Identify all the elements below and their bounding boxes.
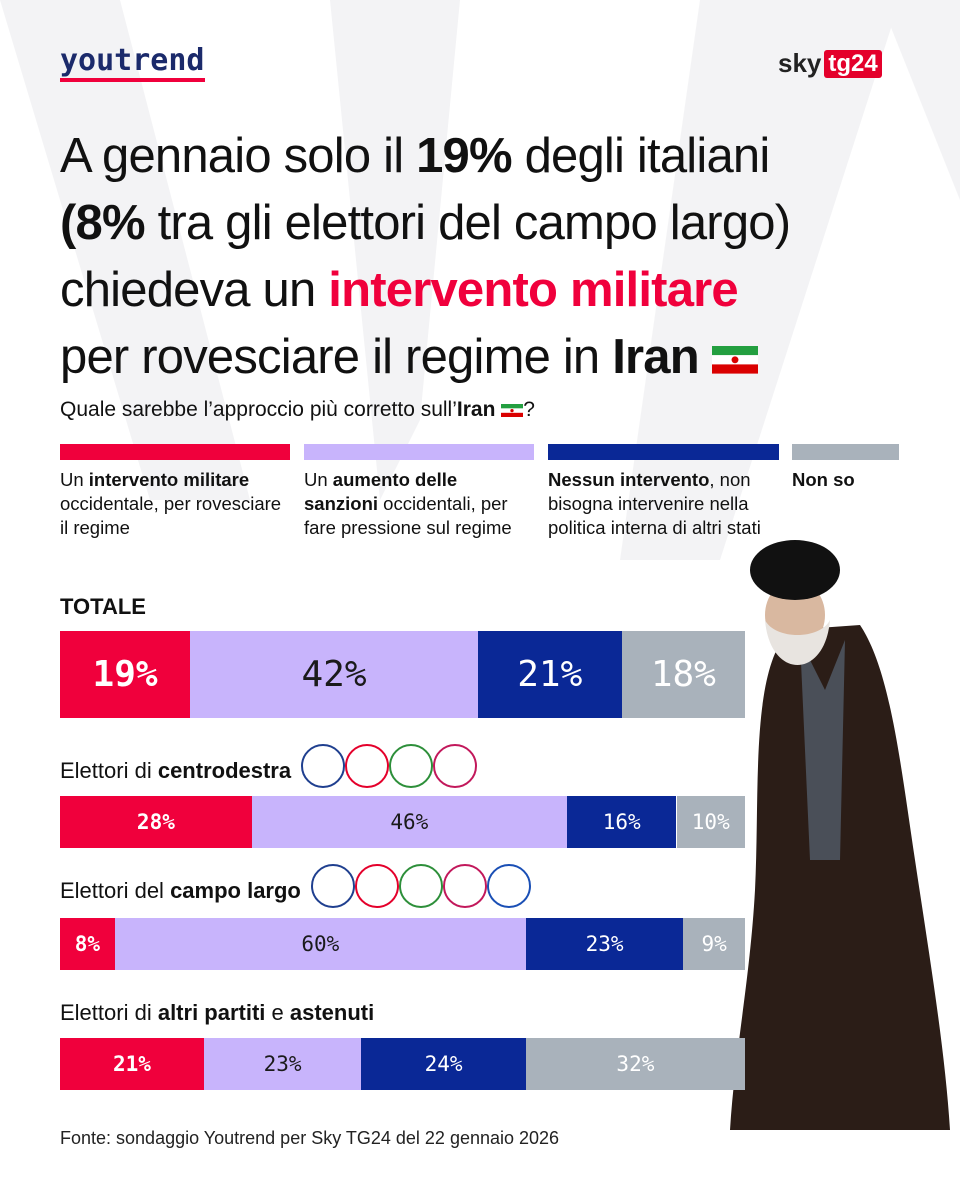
legend-swatch (792, 444, 899, 460)
value-label: 23% (585, 932, 624, 956)
bar-segment: 42% (190, 631, 478, 718)
category-label: Elettori di altri partiti e astenuti (60, 1000, 375, 1025)
subtitle-text: Quale sarebbe l’approccio più corretto s… (60, 398, 496, 421)
party-logo (301, 744, 345, 788)
bar-segment: 24% (361, 1038, 526, 1090)
bar-segment: 19% (60, 631, 191, 718)
legend-swatch (60, 444, 290, 460)
partner-sky: sky (778, 48, 822, 78)
party-logo (345, 744, 389, 788)
bar-segment: 10% (676, 796, 745, 848)
value-label: 23% (263, 1052, 302, 1076)
person-illustration (730, 540, 950, 1130)
bar-segment: 23% (525, 918, 684, 970)
bar-segment: 23% (203, 1038, 362, 1090)
value-label: 28% (136, 810, 175, 834)
value-label: 18% (650, 654, 716, 695)
value-label: 8% (74, 932, 101, 956)
brand-logo: youtrend (60, 44, 205, 82)
value-label: 19% (92, 654, 158, 695)
bar-segment: 46% (251, 796, 567, 848)
value-label: 10% (691, 810, 730, 834)
value-label: 32% (616, 1052, 655, 1076)
value-label: 16% (602, 810, 641, 834)
category-label: TOTALE (60, 594, 146, 619)
legend-swatch (304, 444, 534, 460)
title-line: A gennaio solo il 19% degli italiani (60, 129, 770, 183)
partner-tg24: tg24 (824, 49, 882, 78)
legend-label: Non so (792, 469, 855, 490)
category-label: Elettori di centrodestra (60, 758, 292, 783)
bar-segment: 21% (477, 631, 622, 718)
party-logo (389, 744, 433, 788)
value-label: 21% (517, 654, 583, 695)
bar-segment: 32% (525, 1038, 745, 1090)
flag-icon (711, 346, 758, 374)
legend-label: Un aumento delle sanzioni occidentali, p… (304, 469, 512, 538)
party-logo (311, 864, 355, 908)
category-label: Elettori del campo largo (60, 878, 301, 903)
party-logo (487, 864, 531, 908)
bar-segment: 21% (60, 1038, 204, 1090)
value-label: 24% (424, 1052, 463, 1076)
title-line: per rovesciare il regime in Iran (60, 327, 758, 387)
value-label: 60% (301, 932, 340, 956)
party-logo (399, 864, 443, 908)
bar-segment: 28% (60, 796, 252, 848)
bar-segment: 8% (60, 918, 115, 970)
subtitle-text: ? (523, 398, 535, 421)
value-label: 9% (701, 932, 727, 956)
legend-swatch (548, 444, 779, 460)
bar-segment: 18% (621, 631, 745, 718)
title-line: (8% tra gli elettori del campo largo) (60, 196, 791, 250)
bar-segment: 9% (683, 918, 745, 970)
source: Fonte: sondaggio Youtrend per Sky TG24 d… (60, 1128, 560, 1148)
value-label: 21% (112, 1052, 151, 1076)
legend-label: Un intervento militare occidentale, per … (60, 469, 282, 538)
legend-label: Nessun intervento, non bisogna interveni… (548, 469, 761, 538)
bar-segment: 16% (566, 796, 677, 848)
flag-icon (501, 403, 524, 418)
party-logo (355, 864, 399, 908)
subtitle: Quale sarebbe l’approccio più corretto s… (60, 398, 535, 422)
partner-logo: sky tg24 (778, 48, 882, 79)
title-line: chiedeva un intervento militare (60, 263, 739, 317)
bar-segment: 60% (114, 918, 526, 970)
party-logo (433, 744, 477, 788)
value-label: 46% (390, 810, 429, 834)
party-logo (443, 864, 487, 908)
value-label: 42% (301, 654, 367, 695)
